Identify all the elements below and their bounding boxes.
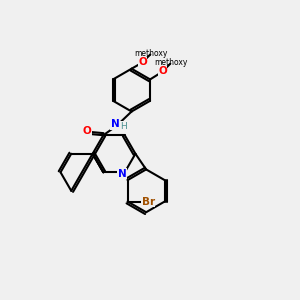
Text: N: N [111, 119, 120, 129]
Text: methoxy: methoxy [134, 49, 168, 58]
Text: methoxy: methoxy [154, 58, 188, 67]
Text: Br: Br [142, 196, 155, 206]
Text: O: O [158, 66, 167, 76]
Text: O: O [82, 126, 91, 136]
Text: N: N [118, 169, 127, 179]
Text: H: H [120, 122, 127, 131]
Text: O: O [138, 57, 147, 67]
